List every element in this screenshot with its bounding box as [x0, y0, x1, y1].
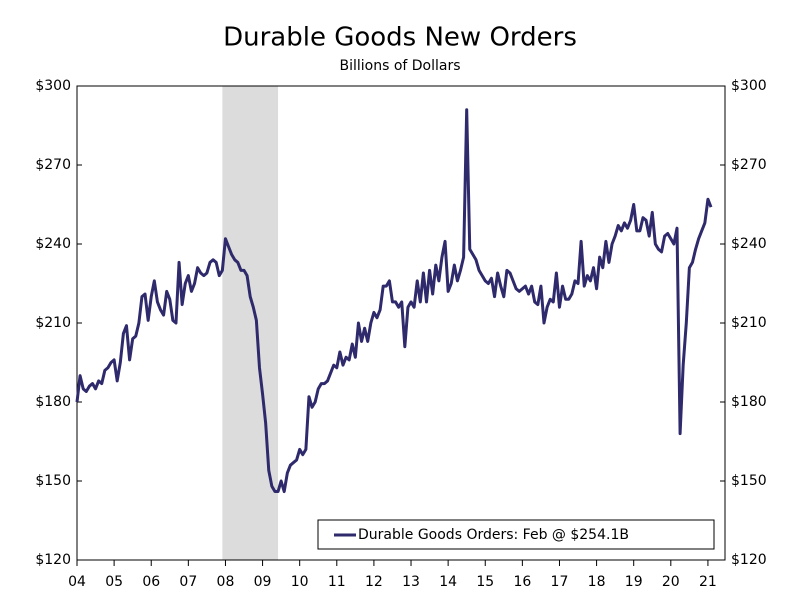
chart-subtitle: Billions of Dollars	[339, 58, 460, 74]
y-tick-label: $150	[35, 473, 71, 489]
x-tick-label: 18	[588, 574, 606, 590]
y-tick-label: $300	[35, 78, 71, 94]
x-tick-label: 09	[254, 574, 272, 590]
x-tick-label: 19	[625, 574, 643, 590]
data-line	[75, 108, 713, 494]
x-tick-label: 21	[699, 574, 717, 590]
legend-label: Durable Goods Orders: Feb @ $254.1B	[358, 527, 629, 543]
x-tick-label: 04	[68, 574, 86, 590]
x-tick-label: 20	[662, 574, 680, 590]
x-tick-label: 05	[105, 574, 123, 590]
x-tick-label: 06	[142, 574, 160, 590]
x-tick-label: 15	[476, 574, 494, 590]
x-tick-label: 10	[291, 574, 309, 590]
y-tick-label: $270	[35, 157, 71, 173]
y2-tick-label: $240	[731, 236, 767, 252]
recession-band	[222, 86, 279, 560]
x-tick-label: 16	[513, 574, 531, 590]
x-tick-label: 12	[365, 574, 383, 590]
y2-tick-label: $270	[731, 157, 767, 173]
y2-tick-label: $150	[731, 473, 767, 489]
x-tick-label: 11	[328, 574, 346, 590]
x-tick-label: 13	[402, 574, 420, 590]
legend: Durable Goods Orders: Feb @ $254.1B	[317, 519, 715, 550]
y-tick-label: $120	[35, 552, 71, 568]
y2-tick-label: $300	[731, 78, 767, 94]
y-tick-label: $240	[35, 236, 71, 252]
y-tick-label: $210	[35, 315, 71, 331]
x-tick-label: 07	[179, 574, 197, 590]
y-tick-label: $180	[35, 394, 71, 410]
x-tick-label: 17	[551, 574, 569, 590]
y2-tick-label: $120	[731, 552, 767, 568]
chart-title: Durable Goods New Orders	[223, 23, 577, 53]
y2-tick-label: $180	[731, 394, 767, 410]
y2-tick-label: $210	[731, 315, 767, 331]
x-tick-label: 14	[439, 574, 457, 590]
x-tick-label: 08	[217, 574, 235, 590]
shaded-regions	[222, 86, 279, 560]
legend-box	[317, 519, 715, 550]
